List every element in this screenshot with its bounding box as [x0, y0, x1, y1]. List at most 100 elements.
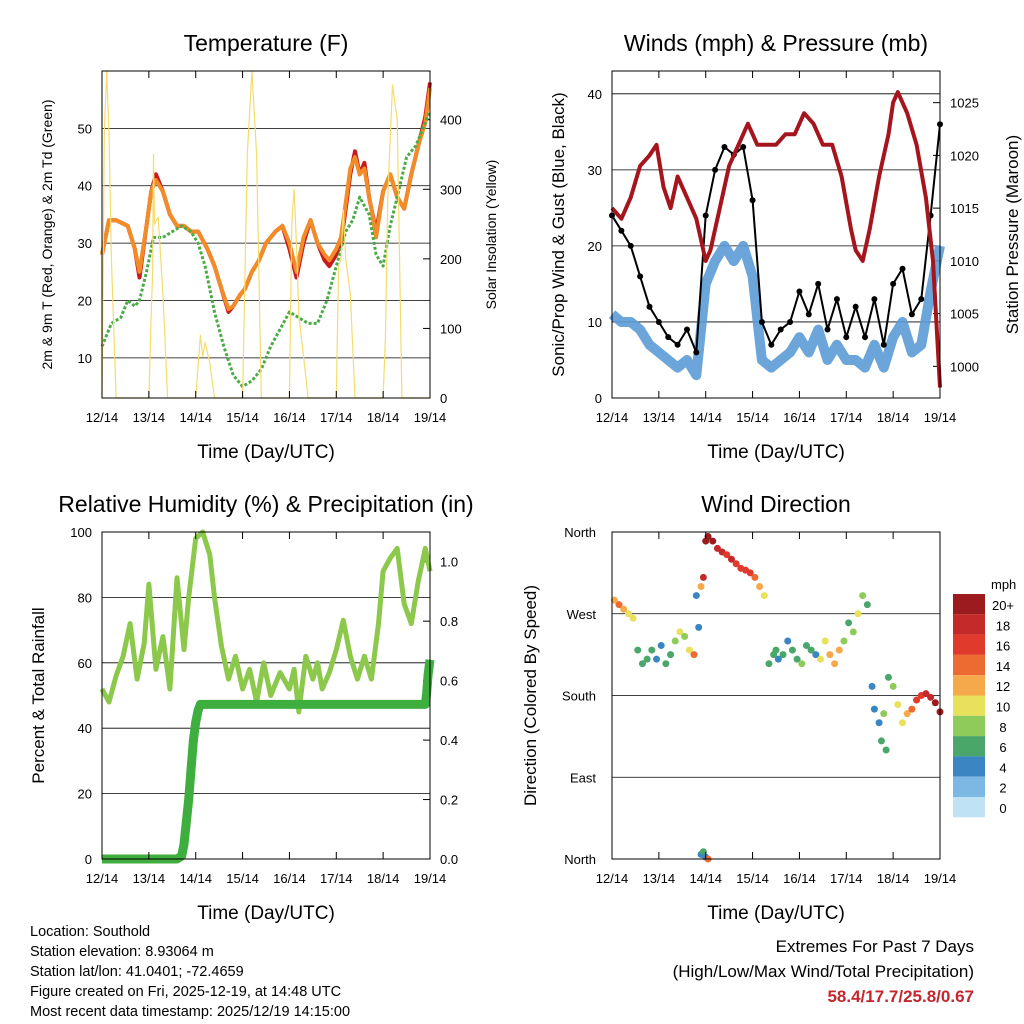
y-right-tick-label: 1005 — [950, 307, 979, 322]
gust-point — [796, 288, 803, 295]
series-relative-humidity — [99, 529, 433, 715]
x-tick-label: 15/14 — [226, 410, 259, 425]
direction-point — [699, 848, 707, 856]
y-tick-label: 40 — [78, 179, 92, 194]
y-tick-label: West — [567, 607, 597, 622]
direction-point — [854, 610, 862, 618]
gust-point — [740, 144, 747, 151]
gust-point — [665, 334, 672, 341]
colorbar-swatch — [953, 776, 985, 797]
direction-point — [746, 569, 754, 577]
gust-point — [777, 326, 784, 333]
y-tick-label: 10 — [78, 351, 92, 366]
x-axis-label: Time (Day/UTC) — [197, 903, 335, 924]
x-tick-label: 17/14 — [830, 871, 863, 886]
extremes-subtitle: (High/Low/Max Wind/Total Precipitation) — [672, 962, 974, 981]
gust-point — [627, 242, 634, 249]
chart-title: Relative Humidity (%) & Precipitation (i… — [58, 491, 473, 517]
x-tick-label: 12/14 — [86, 410, 119, 425]
wind-direction-chart: North East South West North Wind Direction Tim… — [521, 491, 1016, 924]
direction-point — [807, 646, 815, 654]
y-right-tick-label: 1000 — [950, 359, 979, 374]
gust-point — [693, 349, 700, 356]
chart-title: Winds (mph) & Pressure (mb) — [624, 30, 928, 56]
station-info: Location: Southold Station elevation: 8.… — [30, 922, 350, 1022]
gust-point — [787, 318, 794, 325]
direction-point — [821, 637, 829, 645]
gust-point — [899, 265, 906, 272]
x-tick-label: 17/14 — [320, 410, 353, 425]
direction-point — [772, 646, 780, 654]
direction-point — [877, 737, 885, 745]
y-axis-label: Direction (Colored By Speed) — [521, 585, 540, 806]
y-right-axis-label: Station Pressure (Maroon) — [1003, 135, 1022, 334]
station-elevation: Station elevation: 8.93064 m — [30, 944, 214, 960]
y-tick-label: 80 — [78, 590, 92, 605]
y-tick-label: North — [564, 852, 596, 867]
y-right-tick-label: 0.4 — [440, 733, 458, 748]
direction-point — [751, 573, 759, 581]
x-tick-label: 14/14 — [689, 410, 722, 425]
colorbar-label: 16 — [996, 639, 1010, 654]
chart-title: Temperature (F) — [184, 30, 349, 56]
gust-point — [646, 303, 653, 310]
direction-point — [732, 560, 740, 568]
data-timestamp: Most recent data timestamp: 2025/12/19 1… — [30, 1004, 351, 1020]
gust-point — [702, 212, 709, 219]
y-right-tick-label: 0.6 — [440, 674, 458, 689]
gust-point — [674, 341, 681, 348]
direction-point — [657, 642, 665, 650]
colorbar-swatch — [953, 614, 985, 635]
colorbar-label: 10 — [996, 700, 1010, 715]
direction-point — [784, 637, 792, 645]
x-tick-label: 14/14 — [179, 410, 212, 425]
station-location: Location: Southold — [30, 924, 151, 940]
gust-point — [758, 318, 765, 325]
colorbar-swatch — [953, 654, 985, 676]
y-axis-label: 2m & 9m T (Red, Orange) & 2m Td (Green) — [39, 100, 55, 370]
y-tick-label: South — [562, 689, 596, 704]
x-tick-label: 18/14 — [367, 871, 400, 886]
direction-point — [662, 660, 670, 668]
direction-point — [697, 583, 705, 590]
gust-point — [683, 326, 690, 333]
y-right-axis-label: Solar Insolation (Yellow) — [483, 160, 499, 310]
x-tick-label: 19/14 — [414, 871, 447, 886]
x-tick-label: 13/14 — [643, 871, 676, 886]
x-tick-label: 13/14 — [133, 410, 166, 425]
direction-point — [889, 682, 897, 690]
direction-point — [653, 655, 661, 663]
extremes-box: Extremes For Past 7 Days (High/Low/Max W… — [673, 934, 974, 1009]
colorbar-label: 0 — [999, 801, 1006, 816]
y-tick-label: 20 — [78, 787, 92, 802]
colorbar-label: 8 — [999, 720, 1006, 735]
colorbar-label: 14 — [996, 659, 1010, 674]
x-tick-label: 15/14 — [226, 871, 259, 886]
y-tick-label: 60 — [78, 656, 92, 671]
series-total-precipitation — [102, 659, 435, 864]
gust-point — [871, 296, 878, 303]
temperature-chart: 10 20 30 40 50 0 100 200 300 400 Temperature (F) Ti… — [39, 30, 499, 463]
direction-point — [760, 592, 768, 600]
gust-point — [768, 341, 775, 348]
colorbar-label: 4 — [999, 760, 1006, 775]
direction-point — [863, 601, 871, 609]
direction-point — [884, 673, 892, 681]
y-tick-label: 30 — [78, 236, 92, 251]
direction-point — [875, 719, 883, 727]
x-tick-label: 13/14 — [643, 410, 676, 425]
direction-point — [692, 592, 700, 600]
speed-colorbar: mph 20+ 18 16 14 12 10 8 6 4 2 0 — [953, 577, 1016, 818]
series-9m-t — [100, 87, 432, 312]
direction-point — [671, 637, 679, 645]
direction-point — [615, 601, 623, 609]
direction-point — [849, 628, 857, 636]
extremes-title: Extremes For Past 7 Days — [775, 937, 974, 956]
direction-point — [788, 646, 796, 654]
gust-point — [805, 311, 812, 318]
colorbar-swatch — [953, 736, 985, 757]
figure-created: Figure created on Fri, 2025-12-19, at 14… — [30, 984, 342, 1000]
gust-point — [908, 311, 915, 318]
gust-point — [712, 166, 719, 173]
